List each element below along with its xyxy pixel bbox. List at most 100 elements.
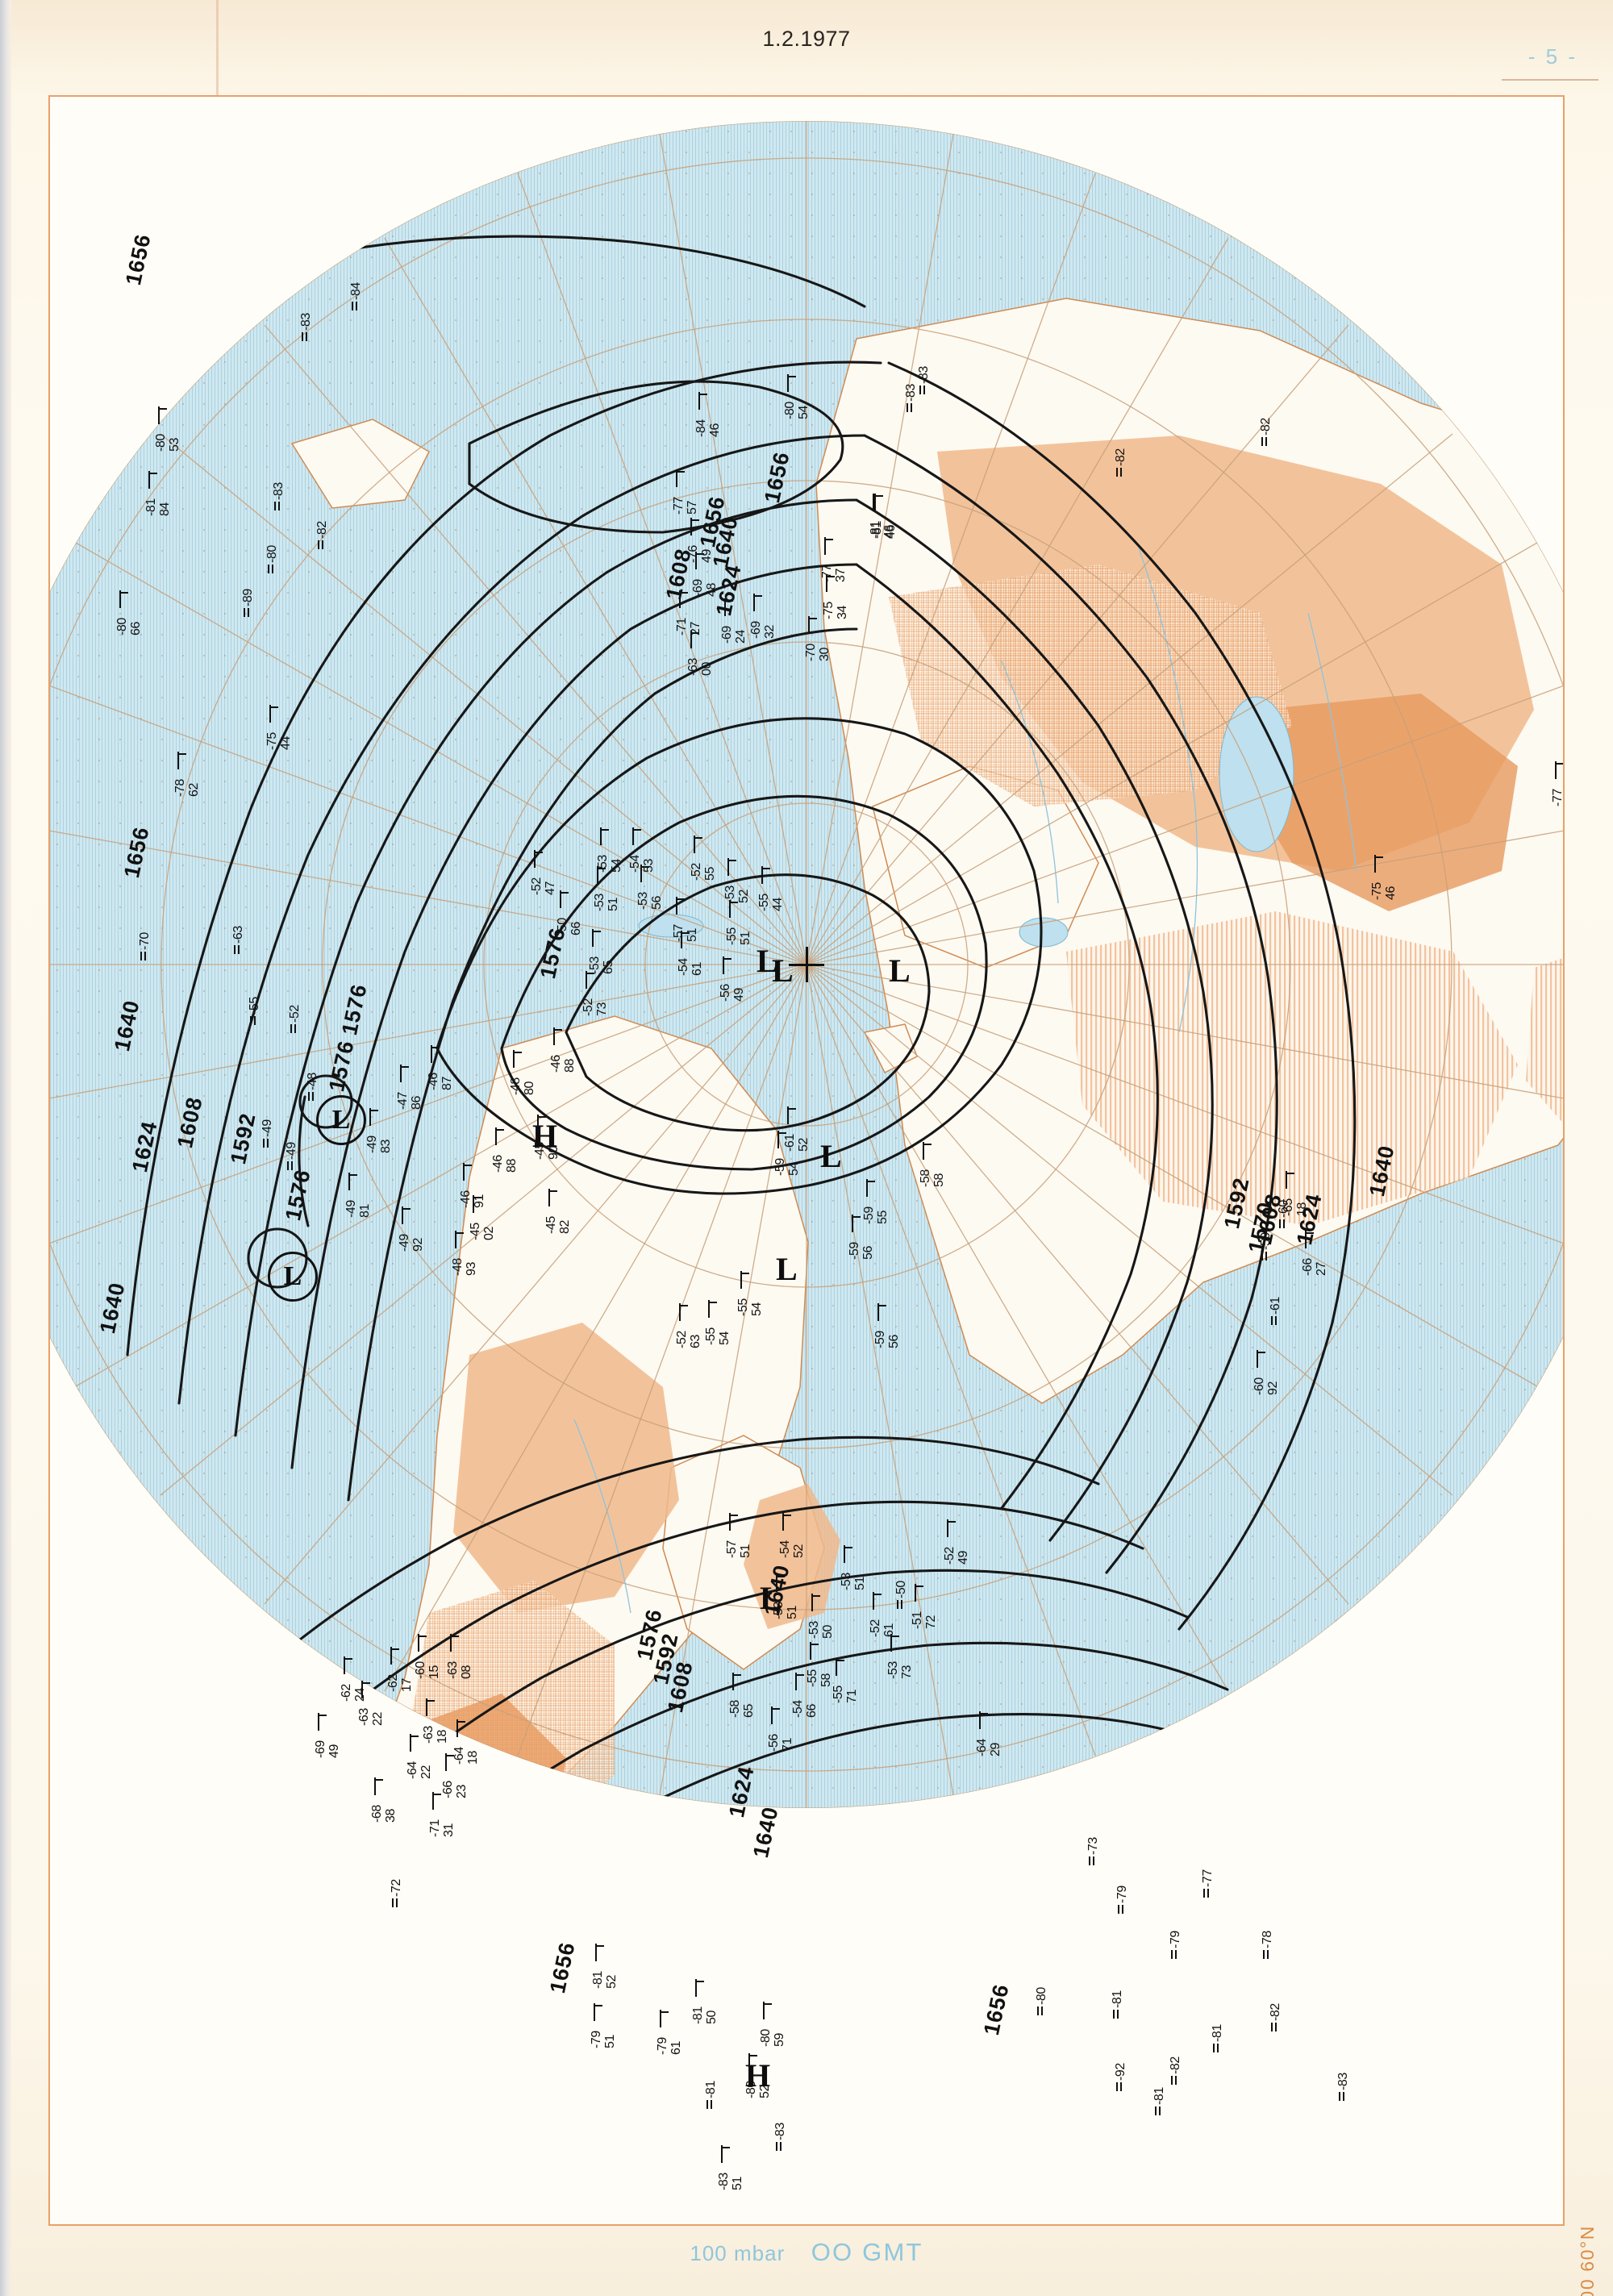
wind-barb-feather (1555, 763, 1563, 765)
wind-barb-feather (348, 1174, 357, 1176)
station-temperature: -83 (917, 366, 931, 384)
station-temperature: -55 (806, 1669, 819, 1687)
station-dewpoint: 46 (884, 525, 898, 539)
station-dewpoint: 24 (353, 1688, 367, 1702)
station-temperature: -77 (672, 497, 686, 515)
wind-barb-calm (907, 403, 908, 412)
station-temperature: -68 (370, 1805, 384, 1823)
station-temperature: -52 (869, 1619, 882, 1637)
station-temperature: -54 (778, 1540, 792, 1558)
station-temperature: -80 (115, 618, 129, 635)
wind-barb-feather (748, 2055, 757, 2056)
station-temperature: -79 (1169, 1931, 1182, 1948)
station-temperature: -53 (840, 1573, 853, 1590)
station-dewpoint: 62 (187, 783, 201, 797)
station-temperature: -64 (452, 1747, 466, 1765)
station-temperature: -66 (1301, 1258, 1315, 1276)
wind-barb-feather (890, 1636, 899, 1637)
wind-barb-feather (1305, 1232, 1314, 1234)
station-dewpoint: 58 (932, 1173, 946, 1187)
station-dewpoint: 44 (279, 736, 293, 750)
wind-barb-feather (432, 1794, 441, 1795)
station-temperature: -52 (581, 998, 595, 1016)
wind-barb-feather (553, 1029, 562, 1031)
wind-barb-feather (708, 1302, 717, 1303)
station-temperature: -53 (593, 894, 606, 911)
wind-barb-feather (390, 1648, 399, 1650)
station-temperature: -61 (1269, 1297, 1282, 1315)
station-temperature: -53 (886, 1661, 900, 1679)
wind-barb-calm (706, 2100, 708, 2109)
station-dewpoint: 24 (734, 630, 748, 644)
wind-barb-calm (1279, 1219, 1281, 1228)
wind-barb-feather (426, 1700, 435, 1702)
station-dewpoint: 88 (505, 1159, 519, 1173)
station-temperature: -58 (728, 1700, 742, 1718)
wind-barb-feather (177, 753, 186, 755)
station-temperature: -55 (248, 997, 261, 1015)
station-dewpoint: 49 (957, 1551, 970, 1565)
wind-barb-feather (410, 1736, 419, 1737)
map-frame: 1656 1656 1656 1656 1656 1656 1640 1640 1640 1640… (48, 95, 1565, 2226)
station-temperature: -80 (759, 2029, 773, 2047)
station-temperature: -70 (804, 644, 818, 661)
wind-barb-feather (402, 1208, 411, 1210)
wind-barb-feather (873, 1594, 882, 1595)
wind-barb-feather (445, 1755, 454, 1756)
station-dewpoint: 37 (834, 569, 848, 582)
station-dewpoint: 51 (739, 1544, 752, 1558)
wind-barb-feather (1374, 856, 1383, 858)
station-temperature: -81 (1111, 1990, 1124, 2008)
station-temperature: -84 (694, 419, 708, 437)
station-temperature: -55 (832, 1686, 845, 1703)
station-dewpoint: 51 (686, 928, 699, 942)
station-temperature: -80 (265, 545, 279, 563)
station-dewpoint: 65 (742, 1704, 756, 1718)
station-temperature: -55 (757, 894, 771, 911)
wind-barb-calm (318, 540, 319, 549)
station-dewpoint: 66 (569, 922, 583, 935)
station-dewpoint: 65 (602, 960, 615, 974)
station-dewpoint: 82 (558, 1220, 572, 1234)
station-temperature: -80 (154, 434, 168, 452)
station-temperature: -80 (744, 2081, 758, 2098)
station-temperature: -48 (509, 1077, 523, 1095)
station-dewpoint: 84 (158, 502, 172, 516)
station-dewpoint: 88 (563, 1059, 577, 1073)
wind-barb-calm (263, 1139, 265, 1148)
wind-barb-calm (919, 385, 921, 394)
station-temperature: -82 (315, 521, 329, 539)
pressure-centre-l: L (820, 1138, 842, 1174)
wind-barb-feather (632, 829, 641, 831)
wind-barb-calm (1037, 2006, 1039, 2015)
station-dewpoint: 52 (737, 890, 751, 903)
wind-barb-feather (695, 1981, 704, 1982)
station-temperature: -77 (1551, 789, 1565, 806)
wind-barb-calm (1116, 2082, 1118, 2091)
wind-barb-calm (290, 1024, 292, 1033)
north-pole-marker (789, 947, 824, 982)
wind-barb-feather (431, 1047, 440, 1048)
wind-barb-feather (877, 1305, 886, 1306)
wind-barb-feather (947, 1521, 956, 1523)
station-temperature: -46 (549, 1055, 563, 1073)
station-temperature: -56 (767, 1734, 781, 1752)
chart-date: 1.2.1977 (762, 27, 851, 51)
wind-barb-feather (676, 471, 685, 473)
station-dewpoint: 92 (1266, 1381, 1280, 1395)
station-temperature: -69 (749, 621, 763, 639)
station-dewpoint: 30 (818, 648, 832, 661)
wind-barb-feather (1286, 1173, 1294, 1174)
station-dewpoint: 51 (739, 931, 752, 945)
wind-barb-feather (852, 1216, 861, 1218)
wind-barb-calm (897, 1600, 898, 1609)
station-dewpoint: 63 (689, 1335, 702, 1348)
wind-barb-calm (1171, 1950, 1173, 1959)
wind-barb-feather (844, 1547, 852, 1548)
station-temperature: -59 (773, 1158, 787, 1176)
station-temperature: -65 (1282, 1198, 1295, 1216)
wind-barb-feather (753, 595, 762, 597)
station-dewpoint: 53 (168, 438, 181, 452)
station-temperature: -69 (720, 626, 734, 644)
wind-barb-calm (274, 502, 276, 510)
